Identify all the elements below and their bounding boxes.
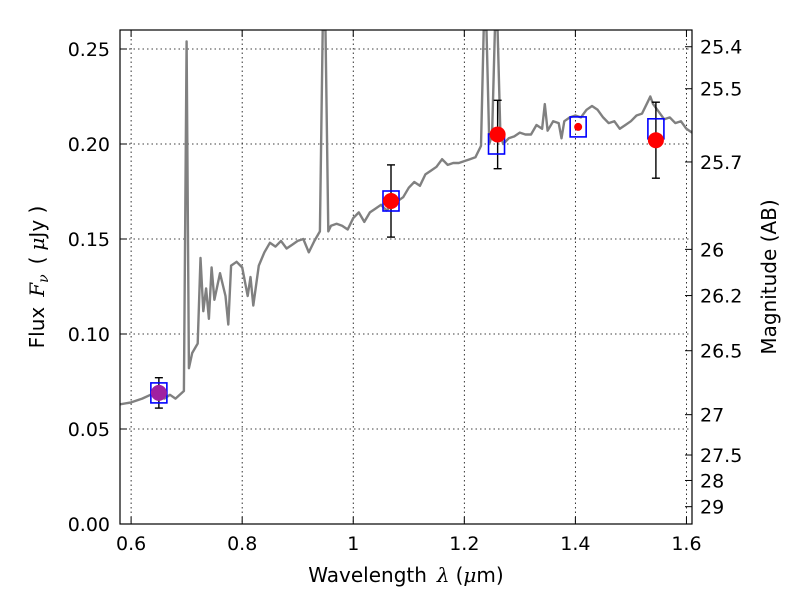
y-axis-label-text: Flux (25, 307, 49, 349)
y-axis-label-unit-mu: μ (25, 238, 49, 251)
mag-tick-label: 28 (700, 470, 724, 492)
x-axis-label-unit-rest: m) (476, 563, 503, 587)
mag-tick-label: 29 (700, 497, 724, 519)
mag-tick-label: 25.4 (700, 37, 742, 59)
mag-tick-label: 26.5 (700, 341, 742, 363)
mag-tick-label: 26 (700, 239, 724, 261)
y-tick-label: 0.15 (68, 229, 110, 251)
y2-axis-label: Magnitude (AB) (757, 199, 781, 354)
y-tick-label: 0.20 (68, 134, 110, 156)
spectrum-layer (120, 30, 692, 406)
model-box-layer (150, 116, 665, 404)
observed-point (574, 122, 583, 131)
x-tick-label: 1 (347, 533, 359, 555)
x-tick-label: 0.6 (116, 533, 146, 555)
observed-point (383, 193, 400, 209)
y-tick-label: 0.05 (68, 419, 110, 441)
errorbar-layer (154, 99, 660, 409)
tick-layer: 0.6 0.8 1 1.2 1.4 1.6 0.00 0.05 0.10 0.15 0.20 0.25… (68, 30, 742, 555)
y-tick-label: 0.25 (68, 39, 110, 61)
x-tick-label: 1.2 (449, 533, 479, 555)
plot-frame (119, 29, 693, 525)
y-tick-label: 0.10 (68, 324, 110, 346)
observed-point (150, 384, 167, 401)
observed-point (647, 132, 664, 149)
mag-tick-label: 27.5 (700, 445, 742, 467)
y-axis-label: Flux Fν ( μJy ) (25, 206, 52, 349)
observed-point-layer (150, 122, 664, 401)
y-axis-label-unit-open: ( (25, 257, 49, 265)
x-axis-label-text: Wavelength (308, 563, 427, 587)
y-tick-label: 0.00 (68, 514, 110, 536)
mag-tick-label: 26.2 (700, 286, 742, 308)
x-tick-label: 0.8 (227, 533, 257, 555)
model-box (569, 116, 587, 138)
y-axis-label-subscript: ν (36, 274, 52, 283)
mag-tick-label: 25.7 (700, 152, 742, 174)
mag-tick-label: 27 (700, 405, 724, 427)
x-axis-label-unit-mu: μ (463, 563, 476, 587)
x-tick-label: 1.4 (560, 533, 590, 555)
y-axis-label-symbol: F (25, 282, 49, 298)
x-axis-label: Wavelength λ (μm) (308, 563, 503, 587)
mag-tick-label: 25.5 (700, 79, 742, 101)
x-axis-label-unit-open: ( (456, 563, 464, 587)
x-tick-label: 1.6 (671, 533, 701, 555)
x-axis-label-symbol: λ (436, 563, 450, 587)
y-axis-label-unit-rest: Jy ) (25, 206, 49, 240)
observed-point (489, 126, 506, 143)
spectrum-line (120, 30, 692, 406)
grid-lines (120, 30, 692, 525)
